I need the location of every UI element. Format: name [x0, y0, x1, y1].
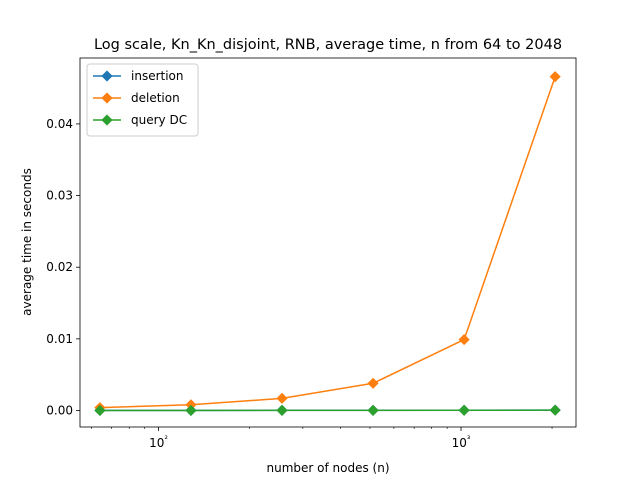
- y-tick-label-3: 0.03: [46, 189, 73, 203]
- legend: insertion deletion query DC: [86, 63, 199, 137]
- x-tick-label-1: 10³: [452, 435, 471, 450]
- x-tick-label-0: 10²: [149, 435, 168, 450]
- data-point-2-2: [276, 404, 288, 416]
- legend-marker-1: [101, 92, 113, 104]
- data-point-1-3: [367, 377, 379, 389]
- plot-area: [94, 71, 561, 417]
- chart-title: Log scale, Kn_Kn_disjoint, RNB, average …: [94, 37, 562, 53]
- y-tick-label-4: 0.04: [46, 117, 73, 131]
- data-point-2-0: [94, 404, 106, 417]
- y-tick-label-1: 0.01: [46, 332, 73, 346]
- y-tick-label-0: 0.00: [46, 404, 73, 418]
- x-axis-label: number of nodes (n): [266, 461, 389, 475]
- legend-label-0: insertion: [131, 69, 184, 83]
- series-line-1: [99, 76, 556, 409]
- data-point-1-4: [458, 334, 470, 346]
- data-point-2-3: [367, 404, 379, 416]
- legend-label-2: query DC: [131, 113, 187, 127]
- axes: 10² 10³ 0.00 0.01 0.02 0.03 0.04: [46, 57, 577, 450]
- legend-box: [86, 63, 199, 137]
- legend-marker-0: [101, 70, 113, 82]
- legend-label-1: deletion: [131, 91, 180, 105]
- axes-frame: [79, 57, 577, 428]
- data-point-1-5: [549, 71, 561, 83]
- data-point-1-2: [276, 392, 288, 404]
- y-axis-label: average time in seconds: [20, 168, 34, 316]
- legend-marker-2: [101, 114, 113, 126]
- data-point-2-5: [549, 404, 561, 416]
- data-point-2-1: [185, 404, 197, 417]
- data-point-2-4: [458, 404, 470, 416]
- y-tick-label-2: 0.02: [46, 260, 73, 274]
